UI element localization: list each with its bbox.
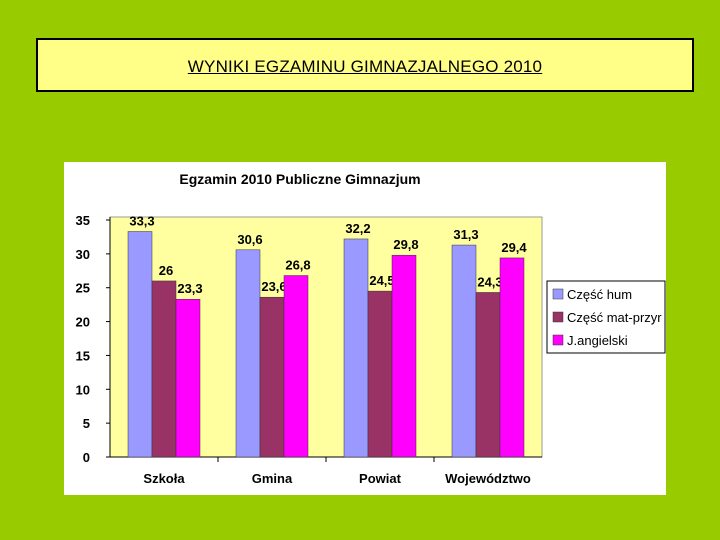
bar [343, 238, 369, 458]
data-label: 24,5 [369, 273, 394, 288]
bar [391, 254, 417, 458]
legend-label: J.angielski [567, 333, 628, 348]
bar [283, 275, 309, 458]
legend-swatch [552, 288, 564, 300]
data-label: 29,4 [501, 240, 527, 255]
bar-chart: Egzamin 2010 Publiczne Gimnazjum 0 5 10 15 2… [76, 171, 666, 486]
data-label: 33,3 [129, 214, 154, 229]
y-tick-label: 20 [76, 315, 90, 330]
data-label: 29,8 [393, 237, 418, 252]
bar [235, 249, 261, 458]
data-label: 23,6 [261, 279, 286, 294]
bar [367, 290, 393, 458]
x-tick-label: Gmina [252, 471, 293, 486]
legend-swatch [552, 311, 564, 323]
data-label: 31,3 [453, 227, 478, 242]
data-label: 26,8 [285, 258, 310, 273]
legend-swatch [552, 334, 564, 346]
bar [151, 280, 177, 458]
bar [259, 296, 285, 458]
x-tick-label: Szkoła [143, 471, 185, 486]
data-label: 24,3 [477, 274, 502, 289]
slide-title-box: WYNIKI EGZAMINU GIMNAZJALNEGO 2010 [36, 38, 694, 92]
bar [175, 298, 201, 458]
legend-label: Część mat-przyr [567, 310, 662, 325]
data-label: 23,3 [177, 281, 202, 296]
data-label: 26 [159, 263, 173, 278]
chart-legend: Część hum Część mat-przyr J.angielski [546, 280, 666, 354]
y-tick-label: 0 [83, 450, 90, 465]
bar [475, 292, 501, 458]
legend-box [546, 280, 666, 354]
y-tick-label: 10 [76, 382, 90, 397]
y-tick-label: 30 [76, 247, 90, 262]
bar [451, 244, 477, 458]
y-tick-label: 25 [76, 281, 90, 296]
y-tick-label: 15 [76, 348, 90, 363]
bar [499, 257, 525, 458]
data-label: 32,2 [345, 221, 370, 236]
slide-title: WYNIKI EGZAMINU GIMNAZJALNEGO 2010 [187, 57, 543, 76]
chart-panel: Egzamin 2010 Publiczne Gimnazjum 0 5 10 15 2… [64, 162, 666, 495]
legend-label: Część hum [567, 287, 632, 302]
x-tick-label: Powiat [359, 471, 402, 486]
plot-area: 0 5 10 15 20 25 30 35 33,3 26 23,3 Szkoła 30,6 23,6 26… [76, 213, 543, 486]
y-tick-label: 5 [83, 416, 90, 431]
bar [127, 231, 153, 458]
data-label: 30,6 [237, 232, 262, 247]
x-tick-label: Województwo [445, 471, 531, 486]
chart-title: Egzamin 2010 Publiczne Gimnazjum [179, 171, 420, 187]
y-tick-label: 35 [76, 213, 90, 228]
